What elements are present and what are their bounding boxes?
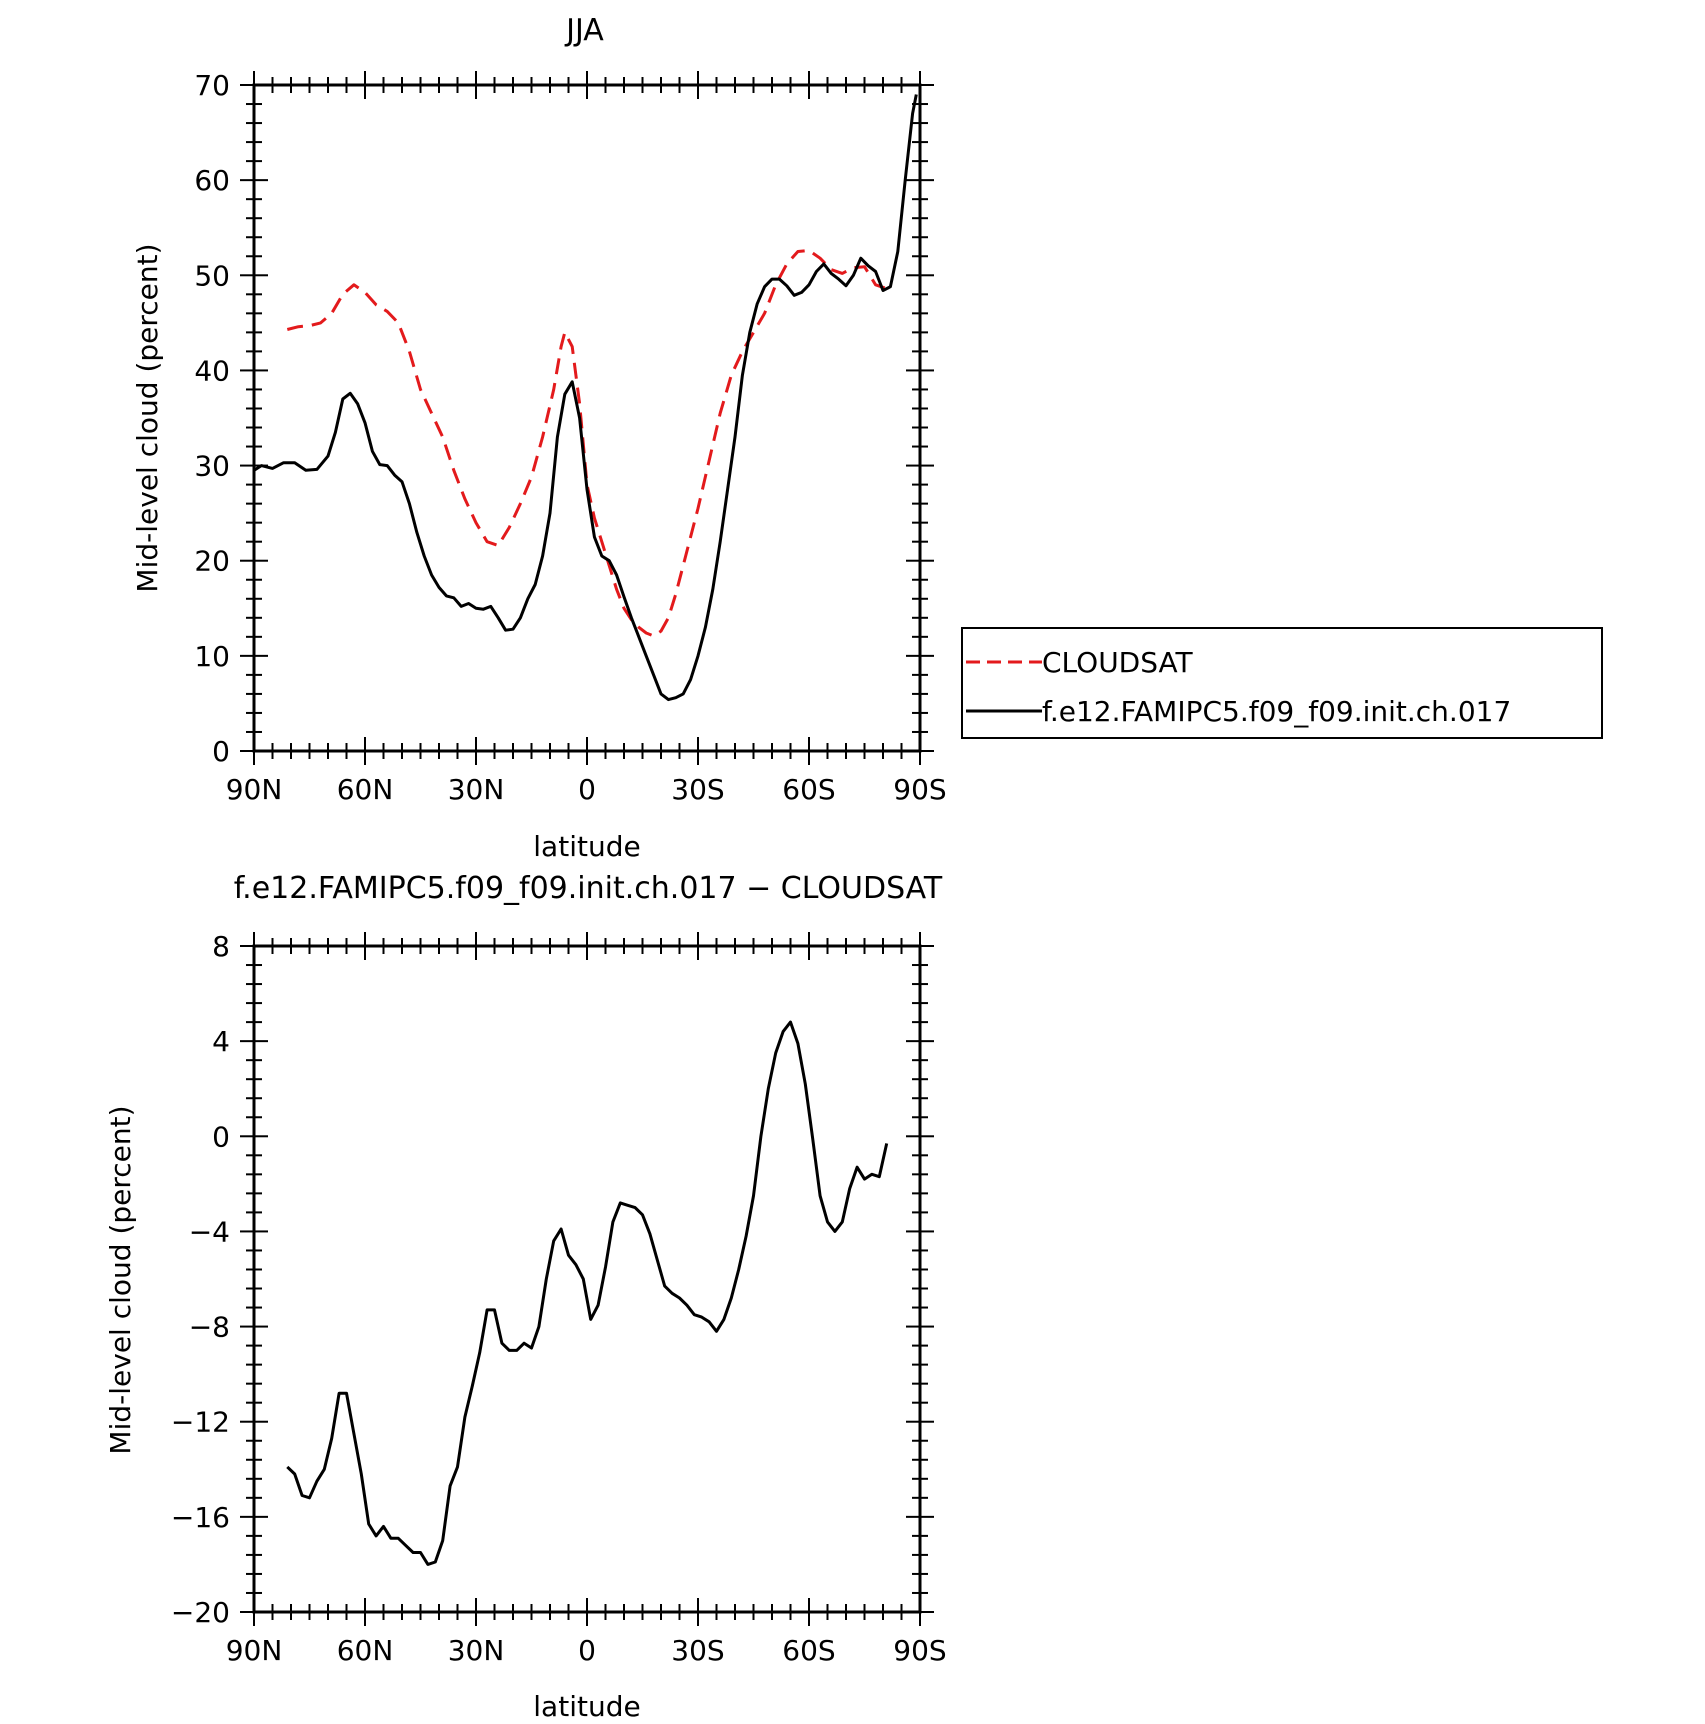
x-tick-label: 90N — [226, 773, 283, 806]
x-tick-label: 90S — [893, 1634, 946, 1667]
y-tick-label: 8 — [212, 930, 230, 963]
panel-bottom: f.e12.FAMIPC5.f09_f09.init.ch.017 − CLOU… — [104, 871, 947, 1723]
x-tick-label: 60N — [337, 773, 394, 806]
top-plot-frame — [252, 83, 922, 753]
y-tick-label: 30 — [194, 450, 230, 483]
x-tick-label: 30S — [671, 1634, 724, 1667]
bottom-ytick-labels: −20 −16 −12 −8 −4 0 4 8 — [171, 930, 230, 1629]
top-y-axis-label: Mid-level cloud (percent) — [131, 243, 164, 592]
legend-label-cloudsat: CLOUDSAT — [1042, 646, 1194, 679]
x-tick-label: 0 — [578, 1634, 596, 1667]
x-tick-label: 90S — [893, 773, 946, 806]
x-tick-label: 60N — [337, 1634, 394, 1667]
top-ytick-labels: 0 10 20 30 40 50 60 70 — [194, 69, 230, 768]
y-tick-label: −16 — [171, 1501, 230, 1534]
x-tick-label: 30N — [448, 1634, 505, 1667]
x-tick-label: 90N — [226, 1634, 283, 1667]
x-tick-label: 60S — [782, 773, 835, 806]
x-tick-label: 30S — [671, 773, 724, 806]
legend-label-model: f.e12.FAMIPC5.f09_f09.init.ch.017 — [1042, 695, 1511, 728]
bottom-ticks — [240, 932, 934, 1626]
y-tick-label: 0 — [212, 735, 230, 768]
y-tick-label: 0 — [212, 1120, 230, 1153]
top-x-axis-label: latitude — [533, 830, 640, 863]
y-tick-label: 4 — [212, 1025, 230, 1058]
y-tick-label: −20 — [171, 1596, 230, 1629]
top-ticks — [240, 71, 934, 765]
top-xtick-labels: 90N 60N 30N 0 30S 60S 90S — [226, 773, 947, 806]
legend: CLOUDSAT f.e12.FAMIPC5.f09_f09.init.ch.0… — [961, 627, 1603, 739]
bottom-xtick-labels: 90N 60N 30N 0 30S 60S 90S — [226, 1634, 947, 1667]
top-series-layer — [253, 94, 918, 702]
y-tick-label: 70 — [194, 69, 230, 102]
y-tick-label: 60 — [194, 164, 230, 197]
top-series-line-0 — [286, 249, 888, 638]
bottom-title: f.e12.FAMIPC5.f09_f09.init.ch.017 − CLOU… — [234, 871, 943, 906]
y-tick-label: −4 — [189, 1215, 230, 1248]
y-tick-label: 20 — [194, 545, 230, 578]
top-series-line-1 — [253, 94, 918, 702]
y-tick-label: 40 — [194, 354, 230, 387]
x-tick-label: 0 — [578, 773, 596, 806]
y-tick-label: 10 — [194, 640, 230, 673]
y-tick-label: −12 — [171, 1406, 230, 1439]
x-tick-label: 60S — [782, 1634, 835, 1667]
y-tick-label: −8 — [189, 1311, 230, 1344]
legend-box — [961, 627, 1603, 739]
bottom-series-layer — [286, 1020, 889, 1566]
bottom-y-axis-label: Mid-level cloud (percent) — [104, 1105, 137, 1454]
bottom-series-line-0 — [286, 1020, 889, 1566]
top-title: JJA — [564, 13, 604, 48]
bottom-plot-frame — [252, 944, 922, 1614]
bottom-x-axis-label: latitude — [533, 1690, 640, 1723]
y-tick-label: 50 — [194, 259, 230, 292]
x-tick-label: 30N — [448, 773, 505, 806]
